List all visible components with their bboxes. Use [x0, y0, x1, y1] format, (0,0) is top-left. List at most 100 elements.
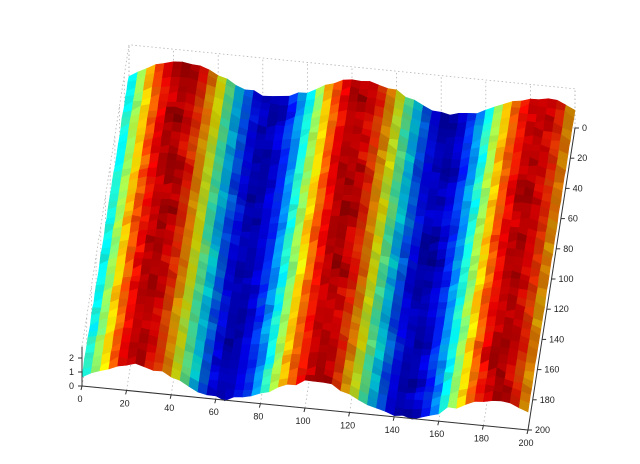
x-tick-label: 180	[474, 434, 489, 444]
surface-patch	[254, 255, 266, 264]
surface-patch	[153, 362, 164, 372]
surface-patch	[318, 344, 330, 354]
surface-patch	[135, 295, 147, 306]
surface-patch	[163, 61, 174, 71]
surface-patch	[138, 220, 150, 231]
surface-patch	[122, 327, 133, 336]
surface-patch	[500, 277, 512, 289]
surface-patch	[342, 131, 354, 143]
surface-patch	[527, 103, 539, 115]
surface-patch	[295, 374, 307, 386]
surface-patch	[272, 139, 283, 151]
surface-patch	[441, 271, 453, 281]
surface-patch	[122, 268, 134, 279]
surface-patch	[438, 401, 450, 415]
surface-patch	[495, 309, 507, 318]
surface-patch	[425, 317, 437, 327]
surface-patch	[174, 160, 186, 171]
surface-patch	[339, 207, 351, 217]
x-tick-mark	[303, 407, 306, 413]
surface-patch	[518, 166, 530, 176]
surface-patch	[435, 195, 447, 207]
surface-patch	[170, 69, 182, 78]
surface-patch	[422, 341, 434, 351]
surface-patch	[408, 370, 420, 380]
surface-patch	[240, 283, 252, 295]
surface-patch	[448, 112, 460, 124]
surface-patch	[118, 290, 130, 300]
surface-patch	[353, 235, 365, 246]
surface-patch	[156, 159, 168, 169]
surface-patch	[229, 359, 240, 370]
surface-patch	[511, 100, 522, 109]
surface-patch	[261, 268, 272, 277]
surface-patch	[313, 374, 325, 383]
y-tick-label: 180	[540, 395, 555, 405]
x-tick-mark	[392, 416, 395, 421]
surface-patch	[146, 167, 158, 178]
surface-patch	[437, 241, 449, 251]
surface-patch	[271, 200, 283, 210]
y-tick-label: 100	[559, 274, 574, 284]
x-tick-mark	[258, 403, 261, 408]
surface-patch	[517, 173, 528, 181]
surface-patch	[436, 360, 448, 370]
surface-patch	[465, 393, 477, 405]
surface-patch	[505, 363, 517, 375]
surface-patch	[142, 311, 154, 322]
surface-patch	[328, 221, 339, 232]
surface-patch	[277, 378, 289, 388]
surface-patch	[254, 140, 266, 150]
surface-patch	[259, 223, 270, 234]
surface-patch	[416, 264, 427, 273]
surface-patch	[485, 316, 497, 327]
surface-patch	[442, 210, 454, 220]
surface-patch	[248, 351, 259, 361]
surface-patch	[244, 373, 256, 384]
surface-patch	[414, 391, 425, 401]
x-tick-label: 80	[253, 412, 263, 422]
surface-patch	[430, 287, 442, 295]
surface-patch	[488, 301, 500, 311]
surface-patch	[429, 293, 441, 304]
surface-patch	[160, 76, 172, 88]
surface-patch	[494, 205, 506, 215]
y-tick-label: 60	[568, 214, 578, 224]
surface-patch	[159, 198, 171, 207]
y-tick-label: 120	[554, 304, 569, 314]
y-tick-label: 20	[577, 153, 587, 163]
surface-patch	[489, 294, 501, 303]
surface-patch	[413, 279, 425, 289]
surface-patch	[439, 224, 451, 238]
x-tick-mark	[437, 421, 440, 426]
surface-patch	[159, 86, 171, 95]
surface-patch	[179, 69, 191, 79]
surface-patch	[169, 76, 181, 87]
surface-patch	[224, 328, 236, 340]
surface-patch	[146, 280, 158, 291]
grid-top-edge	[81, 44, 576, 347]
surface-patch	[125, 303, 137, 314]
surface-patch	[153, 183, 165, 193]
surface-patch	[432, 218, 443, 228]
surface-patch	[251, 217, 263, 227]
surface-patch	[166, 101, 177, 108]
surface-patch	[90, 365, 102, 374]
surface-patch	[239, 293, 251, 301]
surface-patch	[277, 163, 289, 172]
surface-patch	[401, 298, 413, 310]
surface-patch	[218, 310, 230, 321]
surface-patch	[446, 182, 458, 190]
surface-patch	[138, 333, 150, 345]
surface-patch	[450, 159, 462, 169]
x-tick-label: 160	[429, 429, 444, 439]
x-tick-mark	[481, 425, 484, 430]
surface-patch	[319, 336, 331, 346]
surface-patch	[421, 348, 432, 357]
surface-patch	[405, 392, 416, 401]
y-axis-ticks: 0 20 40 60 80 100 120 140 160 180 200	[528, 123, 587, 435]
surface-patch	[247, 297, 259, 310]
surface-patch	[446, 128, 458, 139]
surface-patch	[270, 149, 282, 159]
surface-patch	[243, 270, 254, 279]
